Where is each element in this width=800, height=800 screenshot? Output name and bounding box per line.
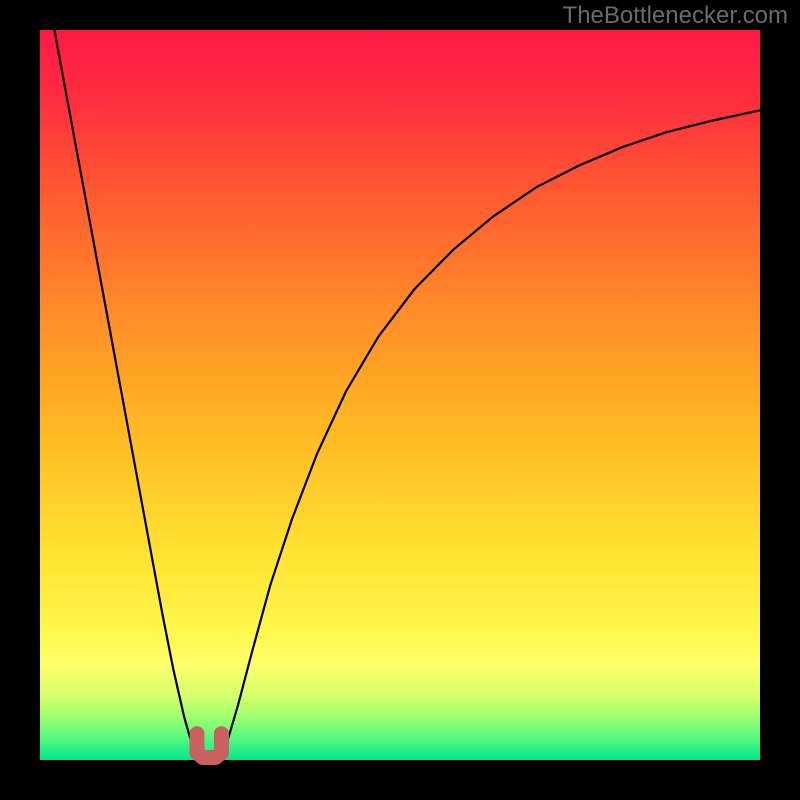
bottleneck-chart: [0, 0, 800, 800]
plot-area-gradient: [40, 30, 760, 760]
attribution-label: TheBottlenecker.com: [563, 2, 788, 30]
